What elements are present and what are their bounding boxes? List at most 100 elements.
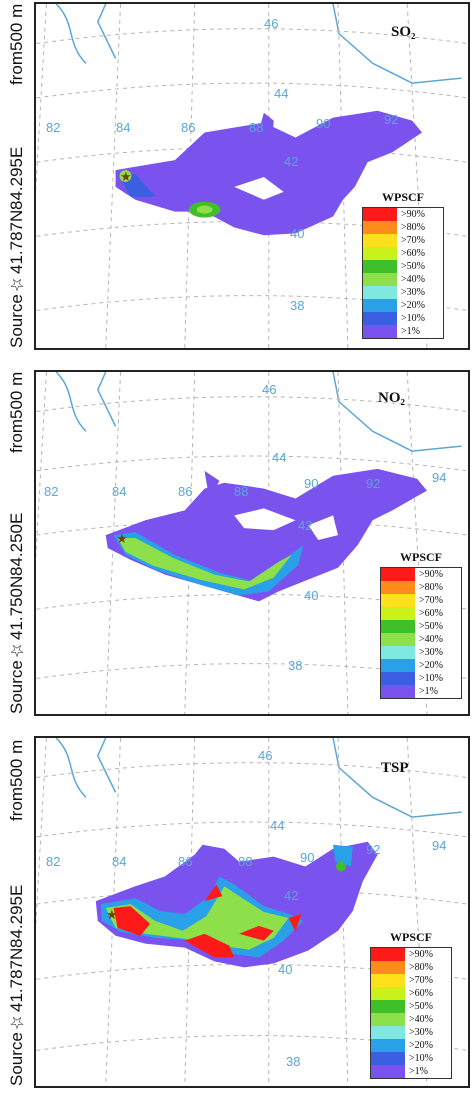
lon-hemisphere: E (7, 146, 26, 158)
lat-label: 44 (270, 818, 285, 833)
plume-region (115, 110, 423, 236)
legend-swatch (363, 299, 397, 312)
plume-core (239, 925, 274, 941)
legend-row: >1% (381, 685, 461, 698)
legend-row: >60% (381, 607, 461, 620)
map-panel-tsp: ★ TSP 46 44 42 40 38 82 84 86 88 90 92 9… (34, 736, 470, 1088)
legend-swatch (381, 633, 415, 646)
source-lat: 41.750 (7, 588, 26, 641)
legend-row: >1% (371, 1065, 451, 1078)
legend-swatch (381, 646, 415, 659)
source-star-icon: ★ (116, 531, 128, 546)
map-panel-so2: ★ SO₂ 46 44 42 40 38 82 84 86 88 90 92 W… (34, 2, 470, 350)
plume-hole (234, 508, 296, 531)
legend-label: >50% (401, 261, 425, 272)
legend-swatch (363, 208, 397, 221)
legend-label: >10% (419, 673, 443, 684)
plume-region (113, 532, 304, 596)
lon-label: 84 (116, 120, 131, 135)
plume-region (333, 844, 353, 867)
lon-label: 86 (178, 484, 193, 499)
legend-row: >40% (371, 1013, 451, 1026)
lat-label: 40 (278, 962, 293, 977)
lat-label: 40 (290, 226, 305, 241)
plume-region (244, 112, 274, 148)
lat-label: 40 (304, 588, 319, 603)
plume-core (117, 538, 292, 590)
legend-swatch (363, 221, 397, 234)
source-label: Source☆ (7, 640, 26, 714)
legend-box: >90% >80% >70% >60% >50% >40% >30% >20% >10% >1% (362, 207, 444, 339)
legend-label: >90% (401, 209, 425, 220)
border-line (332, 738, 462, 818)
plume-hole (234, 176, 284, 200)
legend-label: >70% (409, 975, 433, 986)
legend-box: >90% >80% >70% >60% >50% >40% >30% >20% >10% >1% (370, 947, 452, 1079)
legend-label: >40% (419, 634, 443, 645)
legend-label: >1% (409, 1066, 428, 1077)
legend-swatch (363, 260, 397, 273)
legend-swatch (363, 325, 397, 338)
lon-hemisphere: E (7, 512, 26, 524)
height-label: 500 m (7, 4, 26, 52)
legend-row: >90% (381, 568, 461, 581)
lon-label: 90 (304, 476, 319, 491)
source-lon: 84.295 (7, 157, 26, 210)
border-line (332, 372, 462, 452)
legend-row: >60% (363, 247, 443, 260)
legend-label: >20% (409, 1040, 433, 1051)
lon-label: 86 (181, 120, 196, 135)
plume-core (184, 933, 235, 958)
lat-label: 42 (284, 888, 299, 903)
legend-swatch (371, 1000, 405, 1013)
lat-hemisphere: N (7, 947, 26, 961)
legend-swatch (381, 581, 415, 594)
height-label: 500 m (7, 372, 26, 420)
legend-row: >30% (371, 1026, 451, 1039)
legend-row: >10% (381, 672, 461, 685)
lon-hemisphere: E (7, 884, 26, 896)
legend-row: >20% (363, 299, 443, 312)
border-line (55, 738, 117, 798)
legend-row: >70% (381, 594, 461, 607)
side-label-so2: Source☆ 41.787 N 84.295 E from 500 m (0, 4, 34, 348)
map-panel-no2: ★ NO₂ 46 44 42 40 38 82 84 86 88 90 92 9… (34, 370, 470, 716)
legend-row: >70% (371, 974, 451, 987)
legend-label: >50% (419, 621, 443, 632)
legend-label: >1% (419, 686, 438, 697)
legend-label: >90% (419, 569, 443, 580)
legend-label: >70% (419, 595, 443, 606)
plume-region (204, 470, 220, 501)
panel-title: TSP (381, 760, 409, 776)
lon-label: 92 (384, 112, 399, 127)
legend-row: >60% (371, 987, 451, 1000)
source-lat: 41.787 (7, 222, 26, 275)
legend-label: >80% (401, 222, 425, 233)
legend-swatch (371, 1039, 405, 1052)
legend-label: >90% (409, 949, 433, 960)
legend-label: >20% (419, 660, 443, 671)
plume-hole (308, 515, 338, 541)
plume-core (113, 906, 151, 936)
legend-label: >50% (409, 1001, 433, 1012)
from-label: from (7, 419, 26, 454)
legend-row: >80% (363, 221, 443, 234)
height-label: 500 m (7, 740, 26, 788)
legend-row: >70% (363, 234, 443, 247)
legend-row: >50% (371, 1000, 451, 1013)
lat-hemisphere: N (7, 209, 26, 223)
lon-label: 92 (366, 842, 381, 857)
legend-swatch (363, 286, 397, 299)
lon-label: 88 (234, 484, 249, 499)
legend-row: >80% (371, 961, 451, 974)
plume-core (196, 205, 213, 214)
legend-label: >30% (419, 647, 443, 658)
legend-swatch (363, 273, 397, 286)
lon-label: 92 (366, 476, 381, 491)
source-star-icon: ★ (120, 169, 132, 184)
lon-label: 82 (46, 120, 61, 135)
lon-label: 94 (432, 470, 447, 485)
legend-label: >60% (409, 988, 433, 999)
source-lon: 84.250 (7, 523, 26, 576)
plume-core (204, 884, 223, 902)
